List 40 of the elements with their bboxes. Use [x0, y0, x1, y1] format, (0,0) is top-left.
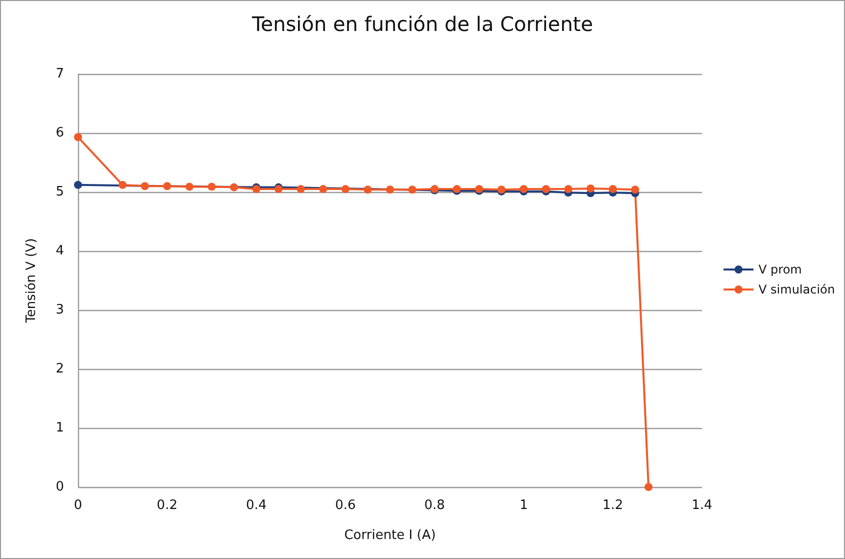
point	[74, 133, 82, 142]
point	[208, 182, 216, 191]
y-tick-label: 1	[56, 420, 64, 436]
y-tick-label: 4	[56, 244, 64, 258]
y-tick-label: 6	[56, 126, 64, 140]
legend-label: V prom	[758, 262, 802, 276]
point	[564, 185, 572, 194]
point	[230, 183, 238, 192]
point	[163, 182, 172, 190]
x-tick-label: 0	[74, 498, 82, 513]
y-tick-label: 7	[56, 66, 64, 82]
x-tick-label: 1	[520, 498, 528, 513]
point	[586, 184, 595, 192]
point	[631, 186, 640, 194]
x-tick-label: 0.2	[156, 498, 178, 513]
x-tick-label: 1.4	[692, 498, 712, 513]
point	[185, 182, 194, 191]
point	[319, 185, 328, 194]
point	[74, 180, 82, 189]
point	[118, 180, 127, 189]
point	[364, 186, 372, 194]
point	[341, 185, 350, 194]
point	[408, 186, 416, 194]
x-tick-label: 1.2	[602, 498, 624, 513]
y-tick-label: 2	[56, 362, 64, 376]
x-axis-title: Corriente I (A)	[344, 528, 436, 543]
x-tick-label: 0.4	[246, 498, 267, 513]
point	[644, 483, 653, 491]
x-tick-label: 0.6	[335, 498, 356, 513]
y-tick-label: 0	[56, 480, 64, 494]
y-tick-label: 3	[56, 302, 64, 318]
point	[140, 182, 149, 190]
x-tick-label: 0.8	[424, 498, 445, 513]
point	[386, 186, 394, 194]
point	[608, 185, 617, 194]
y-tick-label: 5	[56, 184, 64, 200]
chart-title: Tensión en función de la Corriente	[250, 12, 594, 36]
point	[296, 185, 305, 194]
y-axis-title: Tensión V (V)	[24, 238, 39, 324]
legend-label: V simulación	[758, 282, 836, 296]
